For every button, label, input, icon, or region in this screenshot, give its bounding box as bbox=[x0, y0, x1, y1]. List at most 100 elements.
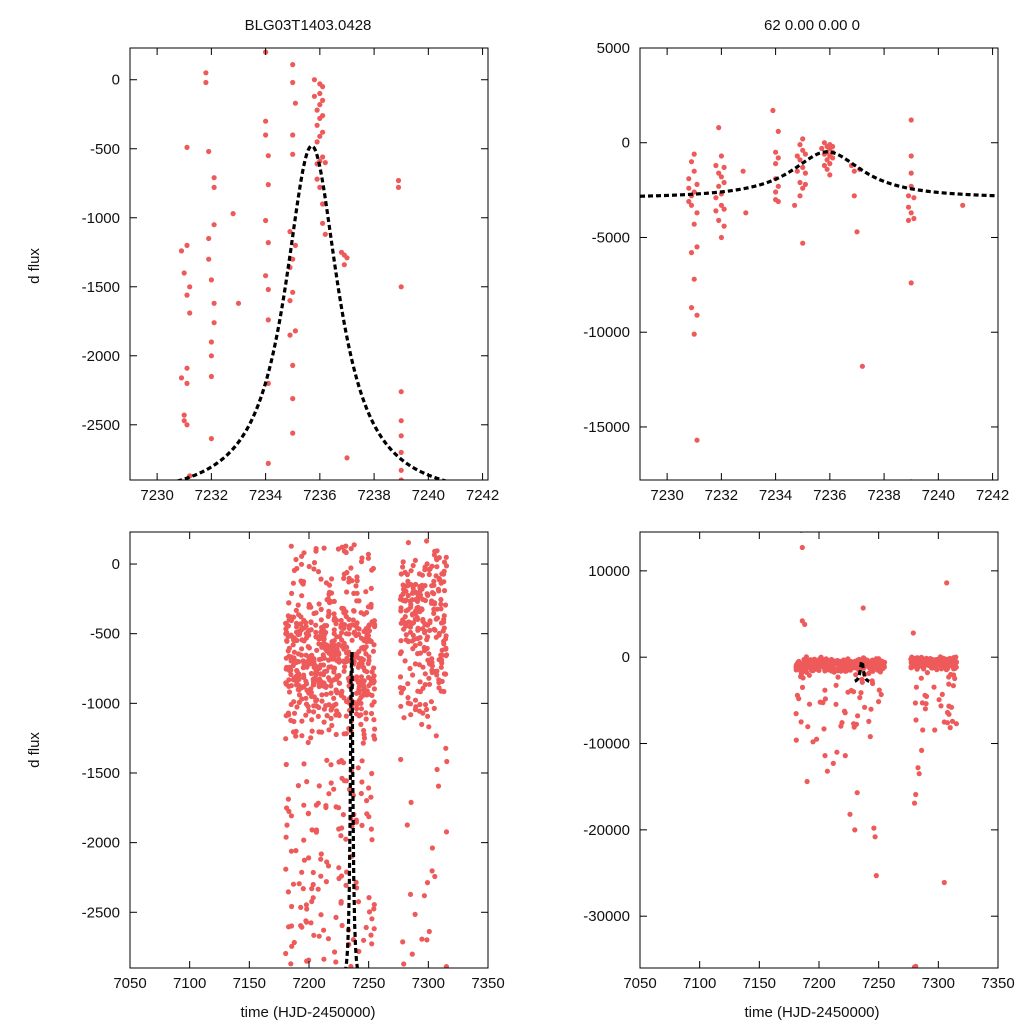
data-point bbox=[336, 656, 342, 663]
data-point bbox=[435, 586, 441, 593]
data-point bbox=[288, 671, 294, 678]
data-point bbox=[314, 122, 320, 128]
data-point bbox=[398, 449, 404, 455]
data-point bbox=[694, 437, 700, 443]
data-point bbox=[292, 328, 298, 334]
data-point bbox=[363, 644, 369, 650]
data-point bbox=[349, 637, 355, 643]
data-point bbox=[316, 683, 322, 690]
data-point bbox=[859, 679, 865, 685]
y-tick-label: 0 bbox=[112, 72, 120, 89]
data-point bbox=[369, 669, 375, 675]
data-point bbox=[794, 168, 800, 174]
data-point bbox=[305, 703, 311, 710]
data-point bbox=[412, 661, 418, 667]
data-point bbox=[310, 895, 316, 901]
data-point bbox=[301, 761, 307, 767]
data-point bbox=[326, 727, 332, 733]
data-point bbox=[425, 713, 431, 719]
data-point bbox=[913, 717, 919, 723]
data-point bbox=[230, 211, 236, 217]
data-point bbox=[425, 634, 431, 640]
data-point bbox=[824, 157, 830, 163]
data-point bbox=[342, 664, 348, 670]
data-point bbox=[822, 753, 828, 759]
data-point bbox=[211, 320, 217, 326]
data-point bbox=[341, 575, 347, 582]
data-point bbox=[434, 766, 440, 773]
data-point bbox=[398, 649, 404, 655]
data-point bbox=[923, 701, 929, 707]
data-point bbox=[311, 77, 317, 83]
data-point bbox=[181, 270, 187, 276]
data-point bbox=[871, 825, 877, 831]
data-point bbox=[806, 672, 813, 678]
data-point bbox=[796, 696, 802, 702]
data-point bbox=[923, 693, 930, 700]
data-point bbox=[413, 581, 419, 588]
figure-title-right: 62 0.00 0.00 0 bbox=[764, 17, 860, 34]
data-point bbox=[332, 949, 338, 955]
data-point bbox=[265, 182, 271, 188]
y-tick-label: -500 bbox=[90, 141, 120, 158]
data-point bbox=[910, 630, 916, 636]
data-point bbox=[800, 164, 806, 170]
data-point bbox=[203, 79, 209, 86]
data-point bbox=[321, 636, 327, 642]
data-point bbox=[947, 725, 953, 731]
data-point bbox=[263, 118, 269, 124]
data-point bbox=[794, 153, 800, 159]
data-point bbox=[371, 906, 377, 912]
data-point bbox=[426, 571, 432, 578]
data-point bbox=[876, 687, 882, 693]
data-point bbox=[303, 902, 309, 908]
data-point bbox=[308, 920, 314, 926]
data-point bbox=[341, 262, 347, 268]
plot-area bbox=[793, 532, 960, 968]
data-point bbox=[319, 729, 325, 735]
data-point bbox=[408, 568, 414, 574]
data-point bbox=[368, 604, 374, 610]
data-point bbox=[797, 193, 803, 199]
data-point bbox=[365, 633, 371, 639]
y-tick-label: -10000 bbox=[583, 324, 630, 341]
data-point bbox=[295, 783, 301, 789]
data-point bbox=[821, 140, 828, 146]
data-point bbox=[872, 834, 878, 840]
data-point bbox=[354, 578, 360, 584]
data-point bbox=[320, 672, 327, 678]
data-point bbox=[318, 576, 324, 582]
data-point bbox=[348, 565, 354, 571]
x-tick-label: 7100 bbox=[683, 975, 716, 992]
data-point bbox=[814, 736, 820, 742]
data-point bbox=[320, 84, 326, 90]
x-tick-label: 7238 bbox=[357, 487, 390, 504]
data-point bbox=[358, 700, 364, 706]
data-point bbox=[835, 674, 841, 680]
x-tick-label: 7250 bbox=[352, 975, 385, 992]
data-point bbox=[343, 644, 349, 650]
data-point bbox=[184, 242, 190, 248]
data-point bbox=[306, 855, 312, 861]
data-point bbox=[363, 924, 369, 931]
data-point bbox=[820, 700, 826, 706]
data-point bbox=[851, 193, 857, 199]
data-point bbox=[775, 183, 781, 189]
data-point bbox=[315, 569, 322, 575]
data-point bbox=[908, 117, 914, 123]
data-point bbox=[443, 653, 449, 659]
data-point bbox=[184, 380, 190, 386]
data-point bbox=[366, 909, 373, 915]
data-point bbox=[402, 614, 408, 620]
data-point bbox=[293, 637, 299, 643]
data-point bbox=[371, 699, 377, 705]
data-point bbox=[296, 659, 302, 665]
data-point bbox=[343, 609, 349, 615]
data-point bbox=[303, 620, 309, 626]
x-tick-label: 7242 bbox=[976, 487, 1009, 504]
data-point bbox=[365, 555, 371, 561]
data-point bbox=[424, 591, 430, 597]
y-tick-label: 5000 bbox=[597, 40, 630, 57]
data-point bbox=[360, 657, 366, 663]
data-point bbox=[404, 822, 410, 828]
